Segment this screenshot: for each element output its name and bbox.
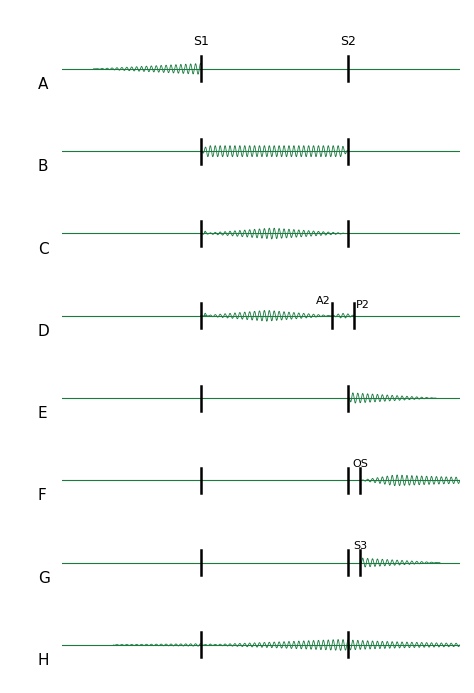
Text: G: G	[38, 571, 50, 586]
Text: D: D	[38, 324, 49, 339]
Text: A2: A2	[316, 296, 330, 306]
Text: S1: S1	[193, 35, 209, 48]
Text: B: B	[38, 159, 48, 175]
Text: H: H	[38, 653, 49, 668]
Text: S2: S2	[340, 35, 356, 48]
Text: OS: OS	[352, 459, 368, 468]
Text: A: A	[38, 77, 48, 92]
Text: P2: P2	[356, 300, 370, 310]
Text: S3: S3	[353, 541, 367, 551]
Text: C: C	[38, 242, 48, 256]
Text: E: E	[38, 406, 47, 421]
Text: F: F	[38, 489, 46, 504]
